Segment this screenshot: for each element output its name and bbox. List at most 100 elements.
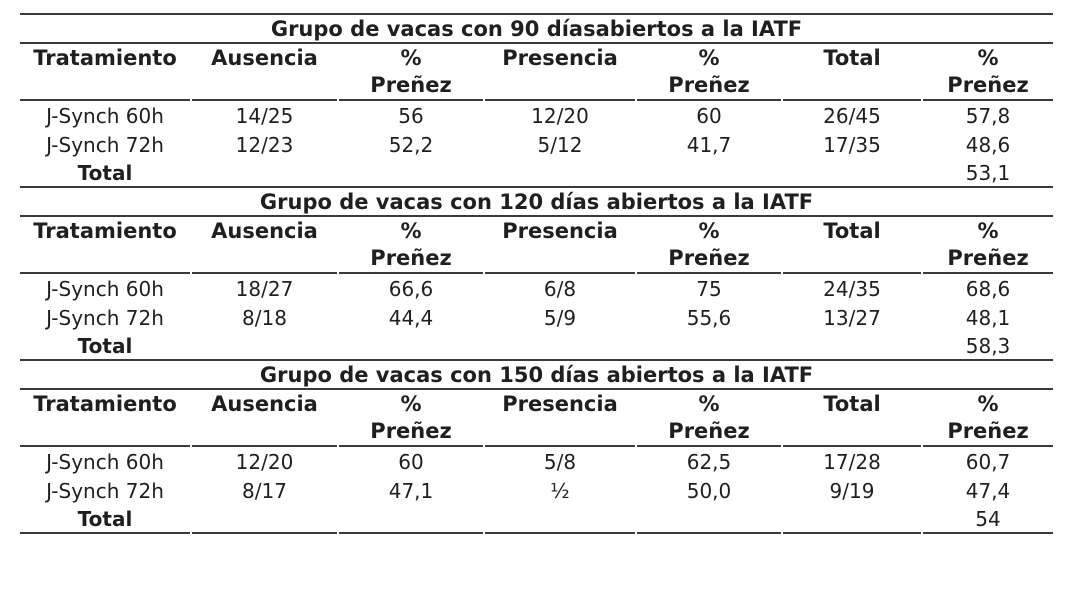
table-cell: 26/45 (823, 103, 881, 128)
table-cell: 60,7 (965, 449, 1011, 474)
table-cell (637, 332, 781, 359)
table-title: Grupo de vacas con 150 días abiertos a l… (20, 359, 1054, 390)
group-table-2: Grupo de vacas con 150 días abiertos a l… (18, 359, 1055, 534)
column-header-line2: Preñez (947, 246, 1029, 270)
table-cell: Total (77, 333, 133, 358)
table-cell: 62,5 (686, 449, 732, 474)
table-cell: 13/27 (823, 305, 881, 330)
column-header-line1: Presencia (502, 46, 618, 70)
column-header: % Preñez (339, 44, 483, 101)
column-header-line1: Presencia (502, 219, 618, 243)
table-cell: 44,4 (388, 305, 434, 330)
column-header-line2: Preñez (668, 246, 750, 270)
table-cell: J-Synch 72h (46, 305, 164, 330)
table-cell: J-Synch 60h (46, 449, 164, 474)
column-header-line1: Tratamiento (33, 392, 177, 416)
table-cell: 5/12 (537, 132, 583, 157)
column-header-line2 (783, 72, 921, 99)
table-cell: 8/17 (242, 478, 287, 503)
table-cell: 12/20 (531, 103, 589, 128)
column-header: Tratamiento (20, 217, 190, 274)
table-cell (339, 159, 483, 186)
column-header: % Preñez (637, 390, 781, 447)
column-header-line1: % (698, 46, 720, 70)
column-header-line2: Preñez (668, 419, 750, 443)
total-row: Total 54 (20, 505, 1054, 534)
column-header: Presencia (485, 390, 635, 447)
group-table-0: Grupo de vacas con 90 díasabiertos a la … (18, 13, 1055, 186)
table-cell (783, 332, 921, 359)
column-header-line1: % (977, 219, 999, 243)
table-cell: 17/35 (823, 132, 881, 157)
table-cell: ½ (550, 478, 570, 503)
table-cell: 8/18 (242, 305, 287, 330)
column-header-line1: Tratamiento (33, 219, 177, 243)
table-title: Grupo de vacas con 120 días abiertos a l… (20, 186, 1054, 217)
column-header-line1: % (400, 392, 422, 416)
table-cell: Total (20, 505, 190, 534)
table-cell (339, 332, 483, 359)
column-header-line1: Presencia (502, 392, 618, 416)
column-header-line2 (192, 418, 337, 445)
column-header-line2: Preñez (370, 246, 452, 270)
group-table-1: Grupo de vacas con 120 días abiertos a l… (18, 186, 1055, 359)
column-header: % Preñez (923, 217, 1054, 274)
column-header-line2 (192, 245, 337, 272)
table-row: J-Synch 72h 8/17 47,1 ½ 50,0 9/19 47,4 (20, 476, 1053, 505)
column-header-line1: % (698, 219, 720, 243)
column-header-line1: Total (823, 219, 881, 243)
table-cell: 68,6 (965, 276, 1011, 301)
table-cell (192, 505, 337, 534)
table-cell: 5/9 (543, 305, 577, 330)
table-cell: 48,1 (965, 305, 1011, 330)
column-header-line2 (485, 418, 635, 445)
column-header: % Preñez (637, 44, 781, 101)
table-cell: 57,8 (965, 103, 1011, 128)
column-header: % Preñez (923, 44, 1053, 101)
table-cell: 53,1 (965, 160, 1011, 185)
table-cell: J-Synch 72h (46, 132, 164, 157)
column-header: Ausencia (192, 44, 337, 101)
column-header: % Preñez (923, 390, 1054, 447)
column-header: Total (783, 390, 921, 447)
column-header-line1: % (977, 46, 999, 70)
table-header-row: Tratamiento Ausencia% Preñez Presencia% Preñ… (20, 217, 1054, 274)
tables-container: Grupo de vacas con 90 díasabiertos a la … (18, 13, 1090, 534)
table-cell: 58,3 (965, 333, 1011, 358)
table-cell: 52,2 (388, 132, 434, 157)
table-header-row: Tratamiento Ausencia % Preñez Presencia % Preñ… (20, 44, 1053, 101)
column-header: Total (783, 44, 921, 101)
table-title: Grupo de vacas con 90 díasabiertos a la … (20, 13, 1053, 44)
column-header-line2 (192, 72, 337, 99)
column-header-line2 (20, 418, 190, 445)
table-title-row: Grupo de vacas con 120 días abiertos a l… (20, 186, 1054, 217)
column-header-line1: Tratamiento (33, 46, 177, 70)
table-cell (485, 505, 635, 534)
column-header-line1: % (977, 392, 999, 416)
column-header: % Preñez (637, 217, 781, 274)
column-header-line1: Total (823, 392, 881, 416)
column-header-line1: Ausencia (211, 46, 318, 70)
table-cell: 9/19 (829, 478, 875, 503)
table-cell: 24/35 (823, 276, 881, 301)
column-header-line2 (20, 72, 190, 99)
total-row: Total 58,3 (20, 332, 1053, 359)
table-cell (339, 505, 483, 534)
column-header-line1: Total (823, 46, 881, 70)
table-cell (783, 159, 921, 186)
column-header-line2 (485, 72, 635, 99)
column-header: Tratamiento (20, 390, 190, 447)
table-title-row: Grupo de vacas con 90 díasabiertos a la … (20, 13, 1053, 44)
table-row: J-Synch 72h 12/23 52,2 5/12 41,7 17/35 48,6 (20, 130, 1053, 159)
table-cell: 60 (696, 103, 722, 128)
column-header-line2 (783, 245, 921, 272)
column-header: % Preñez (339, 217, 483, 274)
table-cell: 56 (398, 103, 424, 128)
table-cell: 12/23 (235, 132, 294, 157)
table-cell (637, 505, 781, 534)
table-cell (192, 159, 337, 186)
table-cell (485, 159, 635, 186)
column-header-line2 (783, 418, 921, 445)
table-cell (192, 332, 337, 359)
table-cell: 47,4 (965, 478, 1011, 503)
